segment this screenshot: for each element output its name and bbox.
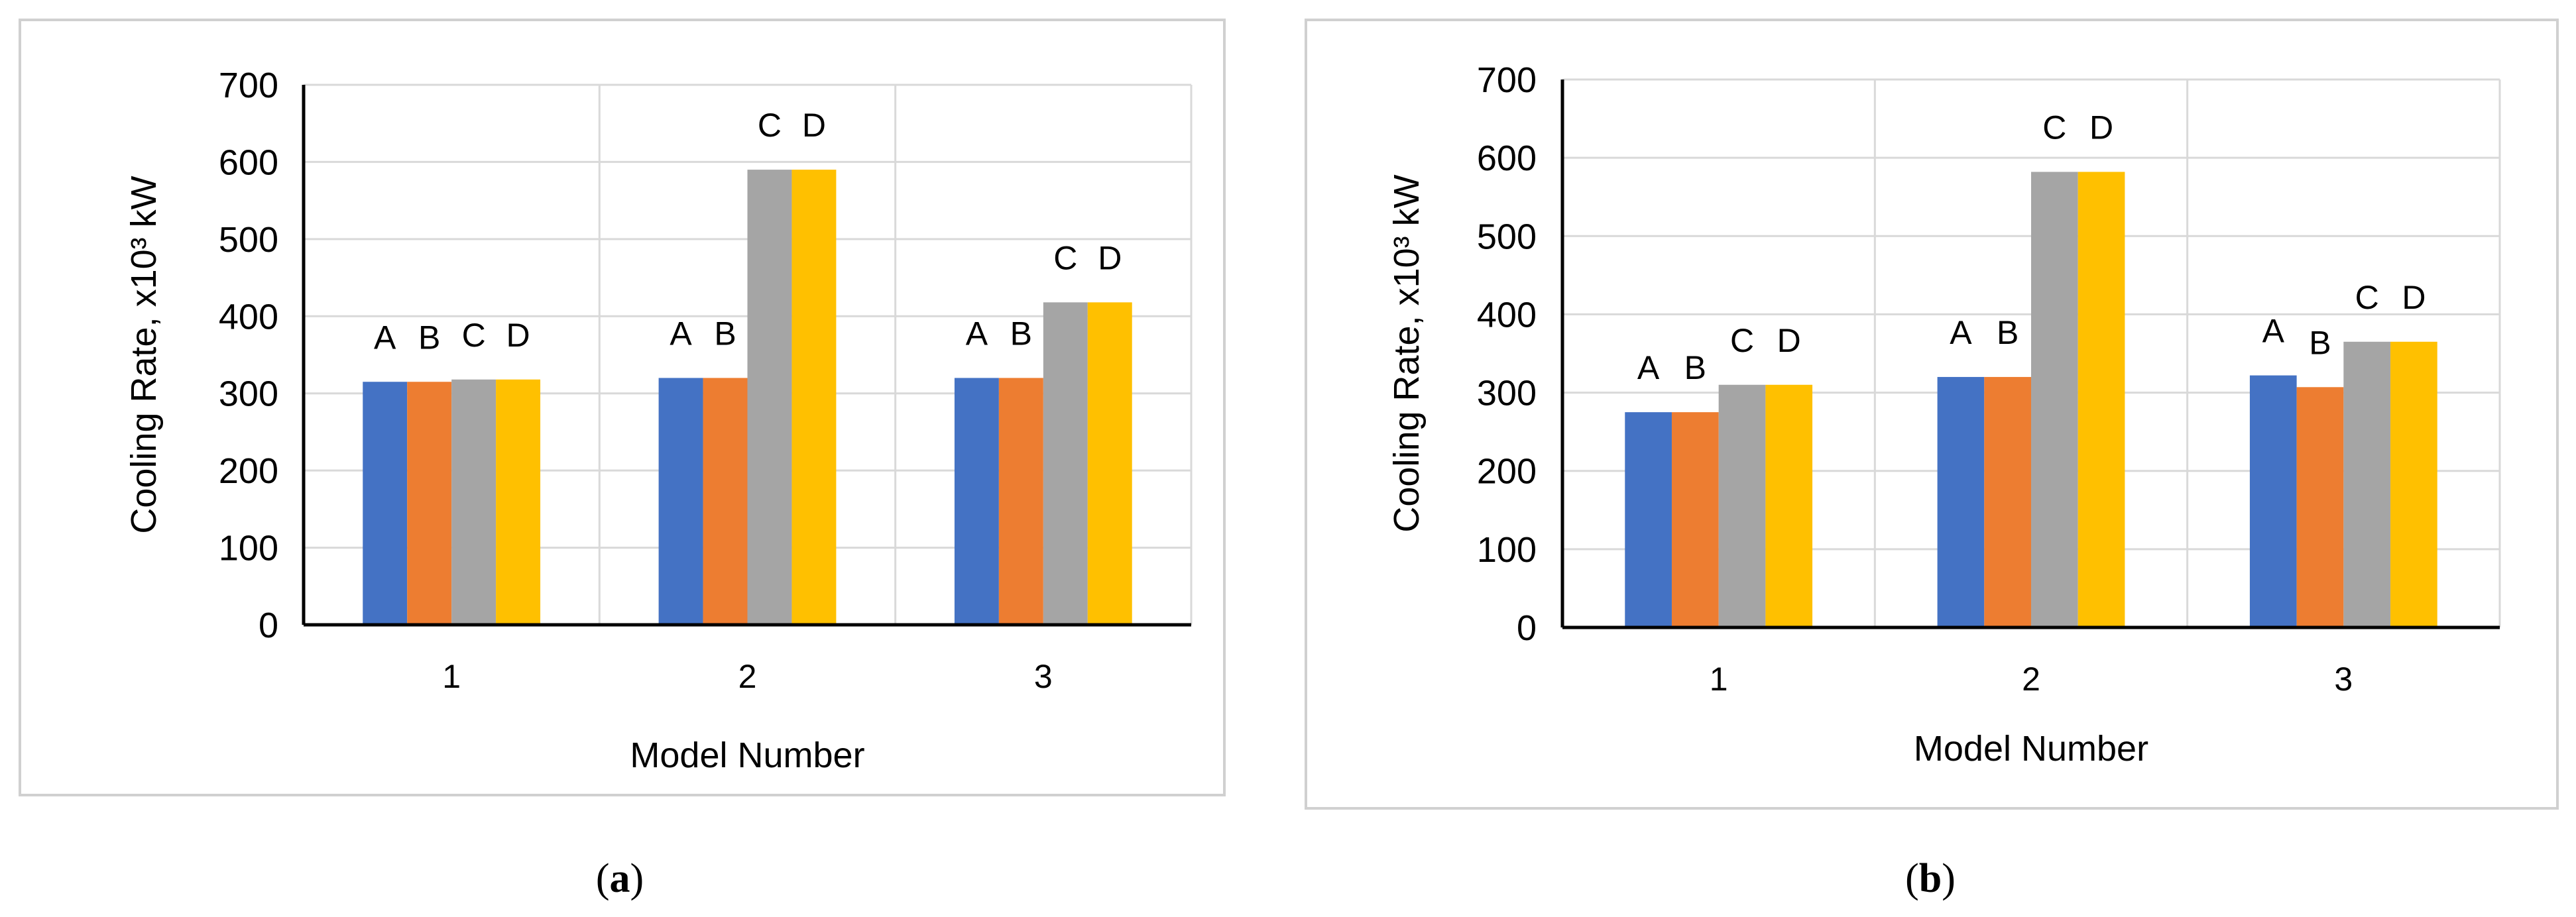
bar-B-2 <box>1984 376 2031 627</box>
y-tick-label: 700 <box>219 66 278 105</box>
x-tick-label-1: 1 <box>1710 661 1728 698</box>
bar-D-3 <box>2390 341 2437 627</box>
bar-B-3 <box>2296 387 2344 627</box>
x-axis-title: Model Number <box>630 735 864 775</box>
x-tick-label-3: 3 <box>2334 661 2353 698</box>
data-label-C-3: C <box>2355 279 2379 316</box>
data-label-D-2: D <box>802 107 826 144</box>
data-label-A-2: A <box>670 315 692 352</box>
data-label-D-3: D <box>2402 279 2426 316</box>
bar-B-2 <box>703 378 748 625</box>
bar-B-1 <box>407 382 452 625</box>
data-label-B-1: B <box>1684 349 1706 386</box>
data-label-C-3: C <box>1053 239 1077 276</box>
bar-B-1 <box>1671 412 1719 627</box>
y-tick-label: 100 <box>1477 530 1537 570</box>
data-label-C-1: C <box>462 317 486 354</box>
data-label-A-2: A <box>1950 314 1972 351</box>
y-tick-label: 600 <box>219 142 278 182</box>
y-tick-label: 500 <box>219 220 278 260</box>
bar-B-3 <box>998 378 1043 625</box>
x-tick-label-1: 1 <box>442 658 461 695</box>
bar-A-3 <box>954 378 999 625</box>
y-tick-label: 500 <box>1477 217 1537 256</box>
x-axis-title: Model Number <box>1914 729 2148 769</box>
bar-C-2 <box>2031 172 2078 627</box>
bar-A-2 <box>658 378 703 625</box>
bar-D-1 <box>496 379 541 625</box>
x-tick-label-2: 2 <box>738 658 757 695</box>
bar-A-1 <box>363 382 408 625</box>
bar-A-3 <box>2249 375 2297 627</box>
y-axis-title: Cooling Rate, x10³ kW <box>1387 174 1427 532</box>
data-label-A-1: A <box>374 319 396 356</box>
data-label-C-2: C <box>2042 109 2066 146</box>
bar-A-1 <box>1625 412 1672 627</box>
y-tick-label: 100 <box>219 529 278 568</box>
bar-D-1 <box>1765 384 1813 627</box>
bar-A-2 <box>1937 376 1985 627</box>
bar-C-3 <box>1043 302 1088 625</box>
bar-C-2 <box>747 170 792 625</box>
data-label-C-1: C <box>1730 322 1754 359</box>
data-label-B-2: B <box>714 315 736 352</box>
data-label-A-3: A <box>2262 313 2285 350</box>
y-tick-label: 600 <box>1477 138 1537 178</box>
y-tick-label: 200 <box>1477 452 1537 492</box>
data-label-B-1: B <box>418 319 440 356</box>
data-label-D-3: D <box>1098 239 1122 276</box>
y-tick-label: 400 <box>1477 295 1537 335</box>
y-tick-label: 0 <box>259 606 278 645</box>
y-tick-label: 300 <box>219 374 278 414</box>
data-label-A-3: A <box>966 315 988 352</box>
data-label-D-2: D <box>2089 109 2113 146</box>
bar-C-1 <box>1718 384 1766 627</box>
data-label-A-1: A <box>1637 349 1660 386</box>
y-tick-label: 200 <box>219 451 278 491</box>
data-label-B-3: B <box>2309 324 2331 361</box>
data-label-B-2: B <box>1997 314 2019 351</box>
caption-b: (b) <box>1905 856 1956 901</box>
bar-D-3 <box>1087 302 1132 625</box>
bar-C-1 <box>451 379 497 625</box>
y-tick-label: 700 <box>1477 60 1537 100</box>
caption-a: (a) <box>596 856 644 901</box>
y-tick-label: 400 <box>219 297 278 337</box>
y-axis-title: Cooling Rate, x10³ kW <box>124 176 164 533</box>
x-tick-label-3: 3 <box>1034 658 1053 695</box>
data-label-D-1: D <box>506 317 530 354</box>
bar-C-3 <box>2343 341 2391 627</box>
data-label-B-3: B <box>1010 315 1032 352</box>
data-label-C-2: C <box>758 107 782 144</box>
bar-D-2 <box>2078 172 2125 627</box>
chart-panel-a: A B C D1A BC D2A BC D30100200300400500600700Mod… <box>19 19 1226 796</box>
chart-panel-b: A BC D1A BC D2A BC D30100200300400500600700Mod… <box>1305 19 2559 810</box>
data-label-D-1: D <box>1777 322 1801 359</box>
x-tick-label-2: 2 <box>2022 661 2040 698</box>
y-tick-label: 300 <box>1477 374 1537 413</box>
y-tick-label: 0 <box>1517 608 1537 648</box>
bar-D-2 <box>791 170 837 625</box>
